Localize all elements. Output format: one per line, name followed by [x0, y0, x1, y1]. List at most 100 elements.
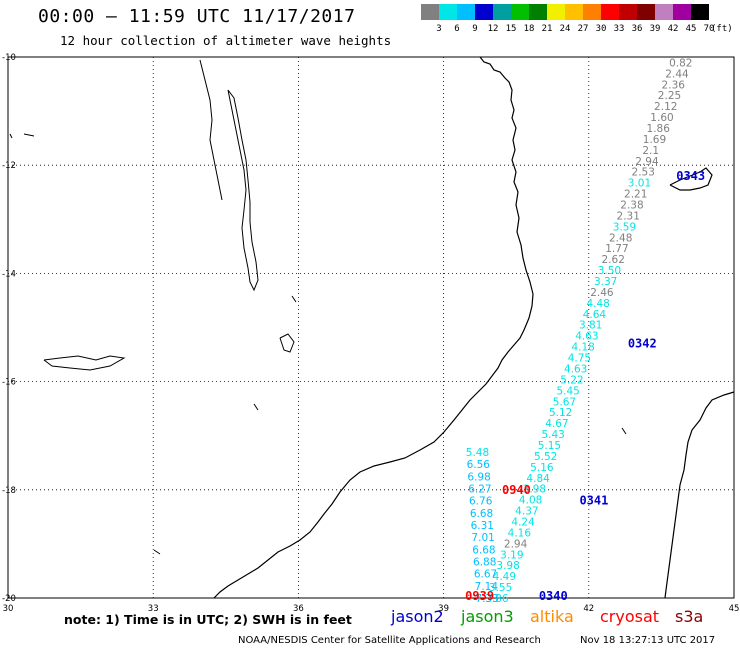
page-title: 00:00 – 11:59 UTC 11/17/2017 [38, 6, 356, 27]
swh-value: 7.01 [471, 532, 494, 544]
swh-value: 2.31 [617, 210, 640, 222]
scale-swatch [655, 4, 673, 20]
swh-value: 2.12 [654, 101, 677, 113]
timestamp: Nov 18 13:27:13 UTC 2017 [580, 635, 716, 646]
graticule [8, 57, 734, 598]
lake-malawi [227, 89, 259, 292]
swh-value: 4.49 [493, 571, 516, 583]
scale-swatch [601, 4, 619, 20]
scale-label: 21 [541, 24, 553, 34]
swh-value: 4.48 [586, 298, 609, 310]
swh-value: 2.1 [642, 145, 659, 157]
swh-value: 4.67 [545, 418, 568, 430]
scale-label: 39 [649, 24, 661, 34]
swh-value: 0.82 [669, 57, 692, 69]
swh-value: 4.84 [526, 473, 550, 485]
lon-label: 39 [438, 604, 449, 614]
swh-value: 2.21 [624, 189, 647, 201]
swh-value: 2.36 [662, 79, 686, 91]
scale-label: 33 [613, 24, 625, 34]
scale-swatch [511, 4, 529, 20]
swh-value: 2.53 [632, 167, 655, 179]
coastline-madagascar-north [669, 167, 713, 191]
scale-swatch [637, 4, 655, 20]
page-subtitle: 12 hour collection of altimeter wave hei… [60, 33, 392, 48]
lake-kariba [43, 355, 126, 371]
swh-value: 5.15 [538, 440, 561, 452]
scale-label: 27 [577, 24, 589, 34]
swh-value: 4.64 [583, 309, 607, 321]
swh-value: 2.94 [504, 538, 528, 550]
lat-label: -10 [2, 53, 16, 63]
swh-value: 1.69 [643, 134, 666, 146]
swh-value: 5.22 [560, 374, 583, 386]
lat-label: -14 [2, 269, 16, 279]
pass-time-label: 0939 [465, 589, 494, 603]
coastline-mozambique [213, 56, 534, 599]
scale-swatch [583, 4, 601, 20]
swh-value: 6.68 [470, 508, 493, 520]
swh-value: 2.25 [658, 90, 681, 102]
swh-value: 3.59 [613, 221, 636, 233]
islands [9, 133, 627, 555]
lat-label: -12 [2, 161, 16, 171]
scale-swatch [547, 4, 565, 20]
swh-value: 4.37 [515, 506, 538, 518]
scale-swatch [493, 4, 511, 20]
swh-value: 7.33 [475, 593, 498, 605]
swh-value: 3.01 [628, 178, 651, 190]
scale-label: 42 [667, 24, 679, 34]
pass-time-label: 0940 [502, 483, 531, 497]
swh-value: 6.88 [473, 556, 496, 568]
sat-cryosat: cryosat [600, 607, 660, 626]
scale-swatch [673, 4, 691, 20]
swh-value: 6.31 [471, 520, 494, 532]
scale-label: 30 [595, 24, 607, 34]
swh-value: 5.48 [466, 447, 489, 459]
lon-label: 42 [583, 604, 594, 614]
coastline-madagascar [664, 391, 735, 599]
swh-value: 3.98 [496, 560, 519, 572]
scale-swatch [475, 4, 493, 20]
scale-label: 6 [454, 24, 460, 34]
scale-swatch [619, 4, 637, 20]
swh-value: 2.48 [609, 232, 632, 244]
sat-altika: altika [530, 607, 574, 626]
swh-value: 1.77 [605, 243, 628, 255]
scale-units: (ft) [711, 24, 733, 34]
swh-value: 7.14 [475, 581, 499, 593]
swh-value: 3.19 [500, 549, 523, 561]
swh-value: 4.63 [564, 363, 587, 375]
lat-label: -20 [2, 594, 16, 604]
scale-swatch [691, 4, 709, 20]
lake-cahora-bassa [279, 333, 295, 353]
swh-value: 2.62 [602, 254, 625, 266]
scale-label: 18 [523, 24, 535, 34]
swh-value: 4.18 [571, 342, 594, 354]
sat-jason3: jason3 [461, 607, 514, 626]
swh-value: 2.94 [635, 156, 659, 168]
scale-swatch [439, 4, 457, 20]
swh-value: 2.46 [590, 287, 614, 299]
swh-value: 3.98 [523, 484, 546, 496]
sat-jason2: jason2 [391, 607, 444, 626]
swh-value: 5.43 [541, 429, 564, 441]
swh-value: 2.44 [665, 68, 689, 80]
scale-label: 70 [703, 24, 715, 34]
lat-label: -16 [2, 378, 16, 388]
scale-label: 45 [685, 24, 697, 34]
swh-value: 4.75 [568, 353, 591, 365]
swh-value: 6.27 [468, 483, 491, 495]
scale-label: 3 [436, 24, 442, 34]
swh-value: 4.63 [575, 331, 598, 343]
axis-labels: 30 33 36 39 42 45 -10 -12 -14 -16 -18 -20 [2, 53, 739, 614]
scale-label: 12 [487, 24, 499, 34]
swh-value: 6.76 [469, 496, 493, 508]
swh-value: 5.45 [556, 385, 579, 397]
swh-value: 5.16 [530, 462, 554, 474]
swh-value: 1.60 [650, 112, 673, 124]
swh-value: 5.52 [534, 451, 557, 463]
swh-value: 2.38 [620, 200, 643, 212]
pass-time-label: 0343 [676, 169, 705, 183]
